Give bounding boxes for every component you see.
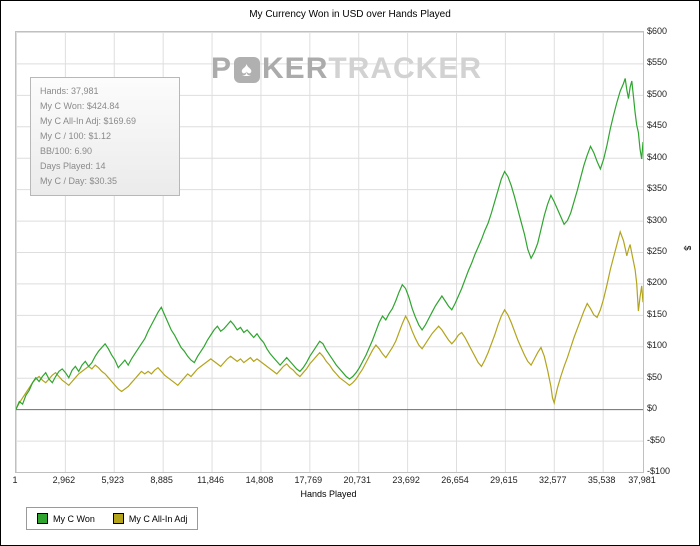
y-tick-label: $450 (647, 120, 668, 131)
chart-canvas (16, 32, 643, 472)
y-tick-label: $400 (647, 151, 668, 162)
stats-c-won: My C Won: $424.84 (40, 101, 120, 111)
x-tick-label: 5,923 (101, 475, 125, 485)
x-tick-label: 35,538 (587, 475, 616, 485)
stats-bb-per-100: BB/100: 6.90 (40, 146, 93, 156)
stats-days-played: Days Played: 14 (40, 161, 106, 171)
y-tick-label: $600 (647, 26, 668, 36)
y-axis-label: $ (682, 245, 693, 251)
stats-c-allin-adj: My C All-In Adj: $169.69 (40, 116, 137, 126)
y-tick-label: $300 (647, 214, 668, 225)
x-tick-label: 11,846 (197, 475, 224, 485)
x-tick-label: 32,577 (539, 475, 567, 485)
legend-label-my-c-allin-adj: My C All-In Adj (128, 513, 188, 524)
x-tick-label: 23,692 (392, 475, 420, 485)
legend-swatch-green (37, 513, 48, 524)
y-tick-label: $550 (647, 57, 668, 68)
y-tick-label: $50 (647, 371, 663, 382)
x-tick-label: 37,981 (628, 475, 656, 485)
y-tick-label: $350 (647, 183, 668, 194)
chart-title: My Currency Won in USD over Hands Played (249, 9, 451, 20)
x-tick-label: 17,769 (294, 475, 323, 485)
x-tick-label: 26,654 (441, 475, 469, 485)
watermark-ker: KER (262, 52, 329, 85)
y-tick-label: -$100 (647, 466, 671, 476)
stats-box: Hands: 37,981 My C Won: $424.84 My C All… (30, 77, 180, 196)
y-tick-label: $0 (647, 403, 658, 414)
watermark-p: P (211, 52, 233, 85)
y-tick-label: $500 (647, 88, 668, 99)
y-tick-label: $100 (647, 340, 668, 351)
x-tick-label: 29,615 (490, 475, 518, 485)
spade-icon: ♠ (234, 57, 261, 83)
series-line-my-c-all-in-adj (16, 229, 643, 410)
x-axis-label: Hands Played (300, 489, 357, 499)
plot-area: P ♠ KERTRACKER Hands: 37,981 My C Won: $42… (15, 31, 644, 473)
stats-c-per-100: My C / 100: $1.12 (40, 131, 112, 141)
x-tick-label: 1 (12, 475, 18, 485)
legend-item-my-c-allin-adj: My C All-In Adj (112, 513, 188, 524)
stats-hands: Hands: 37,981 (40, 86, 99, 96)
pokertracker-watermark: P ♠ KERTRACKER (211, 52, 482, 86)
y-tick-label: $250 (647, 246, 668, 256)
y-tick-label: -$50 (647, 434, 666, 445)
legend-item-my-c-won: My C Won (37, 513, 95, 524)
x-tick-label: 20,731 (343, 475, 371, 485)
legend: My C Won My C All-In Adj (26, 507, 199, 530)
y-tick-label: $200 (647, 277, 668, 288)
y-tick-label: $150 (647, 308, 668, 319)
x-tick-label: 8,885 (150, 475, 173, 485)
x-tick-label: 2,962 (52, 475, 76, 485)
watermark-tracker: TRACKER (328, 52, 483, 85)
stats-c-per-day: My C / Day: $30.35 (40, 176, 118, 186)
legend-swatch-yellow (112, 513, 124, 524)
series-line-my-c-won (16, 78, 643, 410)
x-tick-label: 14,808 (245, 475, 274, 485)
legend-label-my-c-won: My C Won (53, 513, 95, 524)
